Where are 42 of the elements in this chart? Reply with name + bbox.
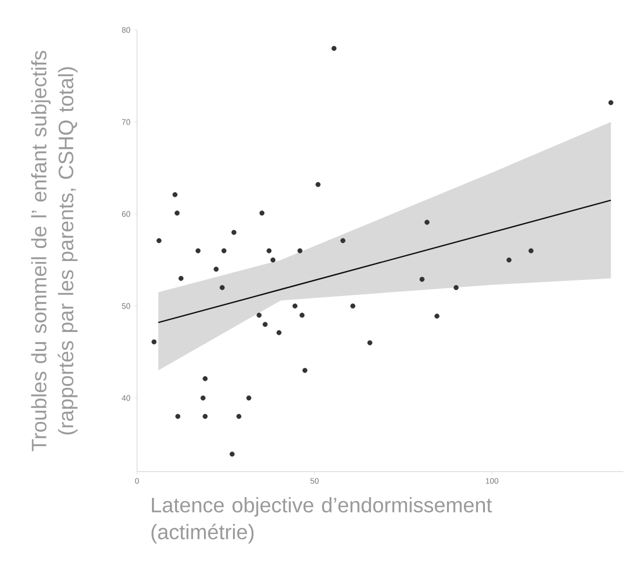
point	[214, 266, 219, 272]
line-series	[158, 200, 612, 324]
point	[367, 340, 372, 346]
point	[196, 248, 201, 254]
point	[246, 396, 252, 400]
point	[302, 368, 308, 373]
point	[276, 330, 282, 336]
point	[236, 414, 242, 419]
point	[316, 182, 321, 188]
point	[297, 248, 302, 254]
point	[152, 339, 157, 344]
point	[262, 322, 268, 327]
point	[608, 100, 614, 106]
point	[434, 314, 440, 319]
point	[202, 414, 208, 419]
x-axis-title: Latence objective d’endormissement (actimétrie)	[152, 497, 492, 544]
point	[506, 257, 512, 262]
point	[220, 285, 225, 290]
point	[528, 248, 534, 254]
y-axis-title: Troubles du sommeil de l’ enfant subjectifs (rapportés par les parents, CSHQ total)	[31, 50, 78, 452]
point	[340, 238, 346, 244]
point	[172, 192, 178, 198]
point	[200, 396, 206, 400]
point	[454, 285, 459, 290]
point	[202, 376, 208, 382]
point	[266, 248, 272, 254]
point	[259, 210, 264, 216]
point	[178, 276, 184, 281]
point	[175, 414, 180, 419]
point	[230, 452, 235, 457]
point	[350, 303, 356, 308]
point	[231, 230, 236, 235]
point	[270, 257, 276, 262]
point	[420, 276, 425, 282]
point	[256, 312, 262, 318]
point	[292, 303, 298, 308]
point	[300, 312, 305, 318]
point	[332, 46, 337, 51]
point	[424, 220, 430, 225]
point	[156, 238, 162, 244]
point	[221, 248, 226, 254]
point	[174, 210, 180, 216]
